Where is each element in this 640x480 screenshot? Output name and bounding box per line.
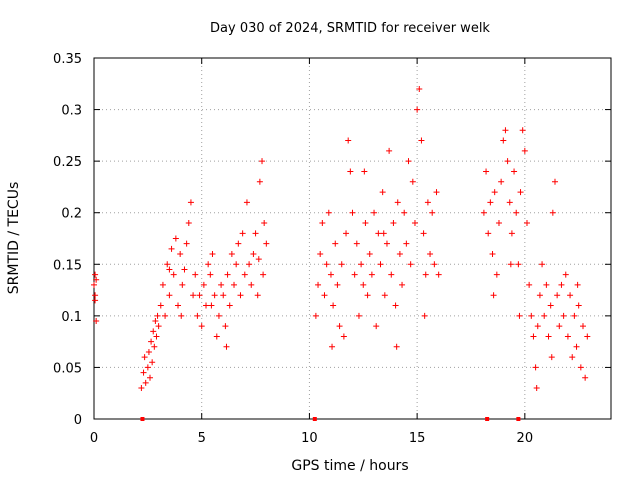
x-tick-label: 20 — [517, 431, 534, 446]
y-tick-label: 0 — [74, 413, 82, 428]
chart-background — [0, 0, 640, 480]
x-tick-label: 0 — [90, 431, 98, 446]
chart: Day 030 of 2024, SRMTID for receiver wel… — [0, 0, 640, 480]
x-tick-label: 15 — [409, 431, 426, 446]
gap-marker — [140, 417, 144, 421]
x-axis-label: GPS time / hours — [291, 458, 408, 474]
y-tick-label: 0.05 — [53, 361, 82, 376]
y-axis-label: SRMTID / TECUs — [6, 182, 22, 295]
gap-marker — [516, 417, 520, 421]
y-tick-label: 0.3 — [61, 104, 82, 119]
gap-marker — [313, 417, 317, 421]
x-tick-label: 10 — [301, 431, 318, 446]
y-tick-label: 0.35 — [53, 52, 82, 67]
y-tick-label: 0.1 — [61, 310, 82, 325]
y-tick-label: 0.15 — [53, 258, 82, 273]
y-tick-label: 0.2 — [61, 207, 82, 222]
chart-title: Day 030 of 2024, SRMTID for receiver wel… — [210, 21, 490, 36]
y-tick-label: 0.25 — [53, 155, 82, 170]
gap-marker — [485, 417, 489, 421]
x-tick-label: 5 — [198, 431, 206, 446]
